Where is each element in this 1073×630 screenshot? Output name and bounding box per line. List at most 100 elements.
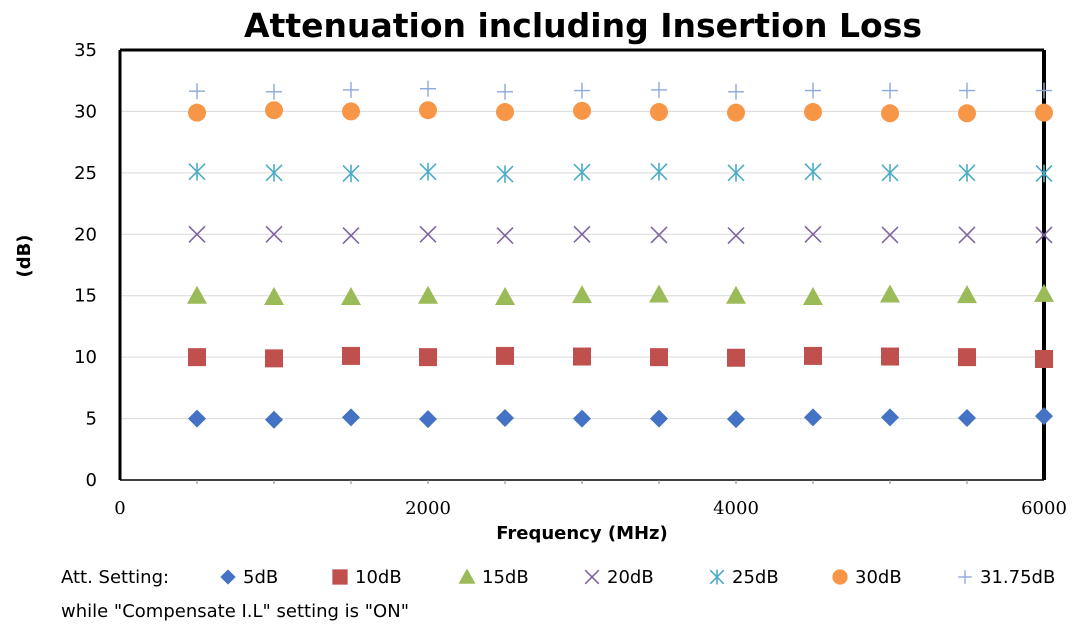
data-point-5dB	[188, 409, 206, 428]
data-point-10dB	[881, 347, 899, 366]
data-point-20dB	[1035, 226, 1053, 244]
data-point-10dB	[265, 349, 283, 368]
data-point-15dB	[803, 286, 823, 305]
legend-label: 10dB	[355, 567, 402, 588]
x-tick-label: 0	[114, 498, 125, 519]
data-point-15dB	[495, 286, 515, 305]
y-axis-ticks: 0 5 10 15 20 25 30 35	[74, 40, 97, 491]
legend-marker	[332, 569, 348, 585]
data-point-25dB	[573, 163, 591, 182]
data-point-25dB	[1035, 164, 1053, 183]
x-tick-label: 4000	[713, 498, 759, 519]
legend-label: 25dB	[732, 567, 779, 588]
data-point-31.75dB	[343, 81, 359, 98]
data-point-10dB	[342, 346, 360, 365]
data-point-25dB	[188, 162, 206, 181]
data-point-5dB	[573, 409, 591, 428]
data-point-31.75dB	[728, 83, 744, 100]
legend-item: 30dB	[832, 567, 902, 588]
data-point-15dB	[341, 286, 361, 305]
data-point-30dB	[881, 104, 899, 123]
data-point-20dB	[881, 226, 899, 244]
y-axis-label: (dB)	[14, 234, 35, 277]
data-point-31.75dB	[420, 80, 436, 97]
data-point-5dB	[727, 410, 745, 429]
data-point-31.75dB	[266, 83, 282, 100]
legend-marker	[458, 568, 476, 584]
legend-label: 31.75dB	[980, 567, 1055, 588]
data-point-5dB	[1035, 407, 1053, 426]
y-tick-label: 5	[86, 409, 97, 430]
legend-marker	[584, 569, 600, 585]
y-tick-label: 30	[74, 101, 97, 122]
legend-label: 20dB	[607, 567, 654, 588]
data-point-25dB	[419, 162, 437, 181]
data-point-30dB	[958, 104, 976, 123]
legend-label: 15dB	[482, 567, 529, 588]
data-point-10dB	[727, 348, 745, 367]
data-point-31.75dB	[882, 82, 898, 99]
data-point-10dB	[573, 347, 591, 366]
legend-item: 20dB	[584, 567, 654, 588]
data-point-20dB	[496, 226, 514, 245]
x-tick-label: 6000	[1021, 498, 1067, 519]
legend-marker	[832, 569, 848, 585]
data-point-10dB	[1035, 349, 1053, 368]
data-point-20dB	[342, 226, 360, 245]
data-point-20dB	[188, 225, 206, 243]
data-point-10dB	[958, 348, 976, 367]
data-point-15dB	[880, 284, 900, 303]
data-point-30dB	[419, 101, 437, 120]
data-point-5dB	[804, 408, 822, 427]
chart-title: Attenuation including Insertion Loss	[244, 6, 922, 45]
data-point-10dB	[496, 346, 514, 365]
data-point-25dB	[804, 162, 822, 181]
data-point-20dB	[727, 226, 745, 245]
data-point-30dB	[1035, 103, 1053, 122]
footnote: while "Compensate I.L" setting is "ON"	[61, 601, 409, 622]
data-point-15dB	[187, 285, 207, 304]
legend-item: 25dB	[709, 567, 779, 588]
data-point-30dB	[727, 103, 745, 122]
data-point-20dB	[265, 225, 283, 243]
data-point-30dB	[573, 101, 591, 120]
y-tick-label: 0	[86, 470, 97, 491]
data-point-5dB	[881, 408, 899, 427]
data-point-20dB	[804, 225, 822, 243]
data-point-31.75dB	[805, 82, 821, 99]
data-point-25dB	[342, 164, 360, 183]
legend-item: 10dB	[332, 567, 402, 588]
data-point-30dB	[804, 103, 822, 122]
legend-item: 5dB	[220, 567, 278, 588]
data-point-31.75dB	[189, 83, 205, 100]
data-point-5dB	[342, 408, 360, 427]
x-tick-label: 2000	[405, 498, 451, 519]
data-point-25dB	[727, 164, 745, 182]
data-point-31.75dB	[574, 82, 590, 99]
data-point-15dB	[1034, 283, 1054, 302]
data-point-15dB	[418, 285, 438, 304]
data-points	[187, 80, 1054, 429]
data-point-20dB	[419, 225, 437, 243]
data-point-15dB	[726, 285, 746, 304]
data-point-31.75dB	[651, 81, 667, 98]
data-point-5dB	[958, 408, 976, 427]
data-point-31.75dB	[1036, 82, 1052, 99]
data-point-25dB	[265, 164, 283, 182]
data-point-10dB	[650, 348, 668, 367]
data-point-31.75dB	[959, 82, 975, 99]
x-axis-label: Frequency (MHz)	[496, 523, 668, 544]
data-point-31.75dB	[497, 83, 513, 100]
data-point-5dB	[265, 410, 283, 429]
data-point-25dB	[881, 164, 899, 182]
legend-prefix: Att. Setting:	[61, 567, 169, 588]
data-point-30dB	[188, 103, 206, 122]
data-point-20dB	[958, 226, 976, 244]
data-point-5dB	[419, 410, 437, 429]
data-point-10dB	[419, 348, 437, 367]
legend-item: 31.75dB	[958, 567, 1055, 588]
legend-marker	[709, 569, 725, 585]
gridlines	[120, 110, 1044, 420]
data-point-10dB	[188, 348, 206, 367]
